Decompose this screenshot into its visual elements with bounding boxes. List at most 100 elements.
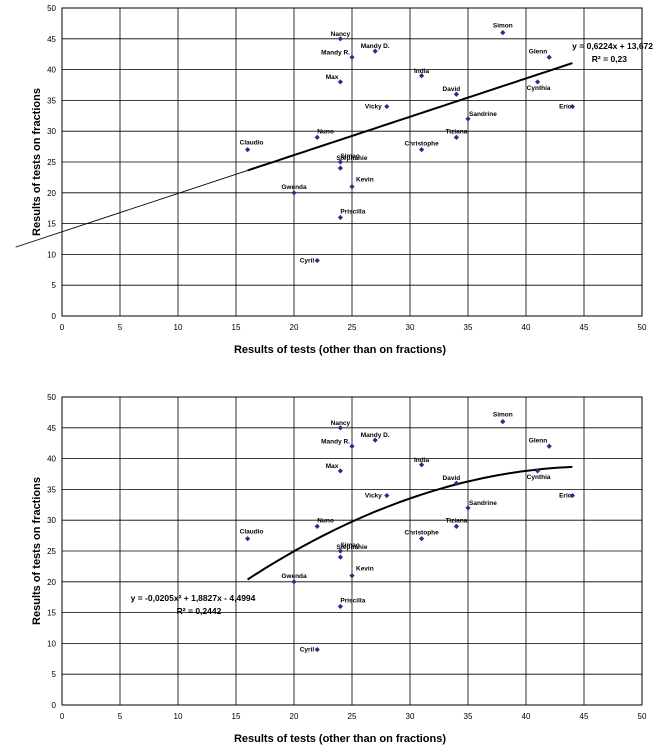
data-point-label: Priscilla [340, 597, 365, 604]
data-point-label: Mandy R. [321, 49, 350, 56]
data-point [245, 147, 251, 153]
x-axis-title: Results of tests (other than on fraction… [234, 344, 446, 356]
data-point [465, 116, 471, 122]
data-point-label: Nancy [331, 420, 351, 427]
y-tick-label: 0 [52, 701, 57, 710]
scatter-chart-linear: 0 5 10 15 20 25 30 35 40 45 50 0 5 10 15 20 25 30 35 40 45 50… [15, 4, 653, 356]
data-point [349, 184, 355, 190]
y-tick-label: 40 [47, 66, 56, 75]
data-point [372, 437, 378, 443]
data-point-label: David [443, 475, 461, 482]
x-tick-label: 10 [174, 712, 183, 721]
data-point [337, 554, 343, 560]
data-point-label: Gwenda [281, 184, 307, 191]
data-point [569, 492, 575, 499]
x-tick-label: 20 [290, 323, 299, 332]
data-point [349, 54, 355, 60]
data-point [569, 103, 575, 110]
data-point-label: Christophe [404, 141, 439, 148]
data-point [546, 443, 552, 449]
data-point-label: Stéphanie [336, 155, 367, 162]
data-point [500, 30, 506, 36]
data-point-label: Nancy [331, 31, 351, 38]
data-point-label: Mandy R. [321, 438, 350, 445]
x-tick-label: 45 [580, 323, 589, 332]
x-tick-label: 50 [638, 712, 647, 721]
data-point-label: Gwenda [281, 573, 307, 580]
y-tick-label: 50 [47, 4, 56, 13]
x-tick-label: 25 [348, 712, 357, 721]
data-points: Nancy Mandy R. Mandy D. Max Simon Glenn India C… [240, 412, 575, 654]
data-point-label: Nuno [317, 517, 334, 524]
x-tick-label: 30 [406, 323, 415, 332]
y-tick-label: 35 [47, 96, 56, 105]
y-tick-label: 5 [52, 670, 57, 679]
x-tick-label: 40 [522, 323, 531, 332]
data-point-label: India [414, 68, 430, 75]
x-tick-label: 50 [638, 323, 647, 332]
data-point [535, 79, 541, 85]
y-tick-label: 25 [47, 547, 56, 556]
x-tick-label: 15 [232, 712, 241, 721]
y-tick-label: 25 [47, 158, 56, 167]
y-tick-label: 20 [47, 578, 56, 587]
trendline-r-squared: R² = 0,2442 [177, 606, 222, 616]
data-point-label: David [443, 86, 461, 93]
data-point [245, 536, 251, 542]
data-point-label: Eric [559, 104, 572, 111]
y-tick-label: 10 [47, 250, 56, 259]
data-point-label: Vicky [365, 493, 382, 500]
data-point [384, 492, 390, 499]
data-point-label: Cynthia [527, 85, 551, 92]
data-point [337, 425, 343, 431]
data-point-label: Mandy D. [361, 432, 390, 439]
trendline-equation: y = -0,0205x² + 1,8827x - 4,4994 [131, 593, 256, 603]
data-points: Nancy Mandy R. Mandy D. Max Simon Glenn India C… [240, 23, 575, 265]
y-tick-label: 50 [47, 393, 56, 402]
data-point [384, 103, 390, 110]
y-axis-title: Results of tests on fractions [31, 88, 43, 236]
x-tick-label: 5 [118, 323, 123, 332]
data-point-label: Priscilla [340, 208, 365, 215]
data-point-label: Eric [559, 493, 572, 500]
x-tick-label: 0 [60, 323, 65, 332]
data-point [419, 73, 425, 79]
x-axis-title: Results of tests (other than on fraction… [234, 733, 446, 745]
data-point [337, 36, 343, 42]
x-tick-label: 35 [464, 712, 473, 721]
data-point [337, 214, 343, 221]
y-tick-label: 15 [47, 220, 56, 229]
data-point-label: Nuno [317, 128, 334, 135]
data-point-label: Glenn [529, 48, 547, 55]
y-tick-label: 35 [47, 485, 56, 494]
data-point-label: Cyril [300, 647, 315, 654]
data-point [453, 91, 459, 97]
y-tick-label: 45 [47, 424, 56, 433]
gridlines [61, 7, 643, 317]
data-point [314, 134, 320, 140]
x-tick-label: 10 [174, 323, 183, 332]
x-tick-label: 0 [60, 712, 65, 721]
trendline-extension [15, 170, 248, 248]
data-point-label: Glenn [529, 437, 547, 444]
data-point [546, 54, 552, 60]
trendline-r-squared: R² = 0,23 [592, 54, 627, 64]
data-point-label: India [414, 457, 430, 464]
data-point-label: Kevin [356, 177, 374, 184]
data-point-label: Claudio [240, 529, 264, 536]
x-tick-label: 30 [406, 712, 415, 721]
scatter-chart-polynomial: 0 5 10 15 20 25 30 35 40 45 50 0 5 10 15 20 25 30 35 40 45 50… [31, 393, 647, 745]
data-point-label: Vicky [365, 104, 382, 111]
data-point-label: Max [326, 74, 339, 81]
trendline [247, 465, 573, 581]
data-point [337, 165, 343, 171]
data-point [314, 646, 320, 653]
data-point-label: Tiziana [445, 517, 467, 524]
x-tick-label: 25 [348, 323, 357, 332]
data-point [337, 79, 343, 85]
y-tick-label: 20 [47, 189, 56, 198]
data-point-label: Christophe [404, 530, 439, 537]
data-point-label: Kevin [356, 566, 374, 573]
data-point [453, 134, 459, 140]
trendline-equation: y = 0,6224x + 13,672 [572, 41, 653, 51]
